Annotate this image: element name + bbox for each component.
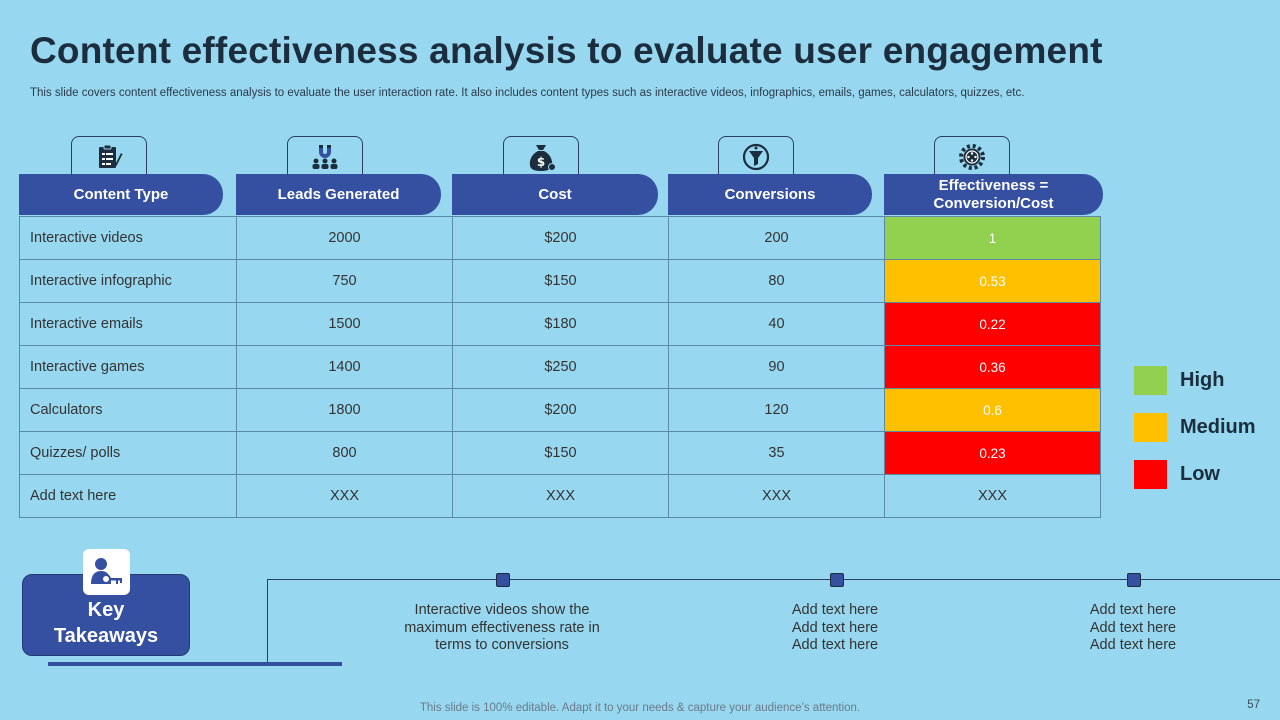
svg-text:$: $	[537, 155, 545, 169]
cell-cost: $200	[452, 388, 669, 432]
cell-leads: XXX	[236, 474, 453, 518]
timeline-line	[267, 579, 1280, 580]
timeline-node-3	[1127, 573, 1141, 587]
slide-subtitle: This slide covers content effectiveness …	[30, 87, 1025, 99]
cell-content-type: Interactive videos	[19, 216, 237, 260]
timeline-vertical-line	[267, 579, 268, 662]
cell-effectiveness: 0.6	[884, 388, 1101, 432]
legend-medium: Medium	[1134, 413, 1256, 442]
magnet-people-icon	[287, 136, 363, 177]
key-takeaways-title-2: Takeaways	[53, 625, 159, 647]
takeaway-1: Interactive videos show the maximum effe…	[392, 602, 612, 655]
cell-content-type: Quizzes/ polls	[19, 431, 237, 475]
cell-leads: 800	[236, 431, 453, 475]
legend-label-medium: Medium	[1180, 416, 1256, 438]
cell-content-type: Interactive emails	[19, 302, 237, 346]
cell-leads: 1800	[236, 388, 453, 432]
cell-conversions: XXX	[668, 474, 885, 518]
key-takeaways-title-1: Key	[87, 599, 125, 621]
cell-leads: 2000	[236, 216, 453, 260]
legend-swatch-high	[1134, 366, 1167, 395]
cell-content-type: Calculators	[19, 388, 237, 432]
cell-effectiveness: 0.22	[884, 302, 1101, 346]
key-takeaways-box: Key Takeaways	[22, 574, 190, 656]
cell-conversions: 40	[668, 302, 885, 346]
cell-content-type: Add text here	[19, 474, 237, 518]
funnel-icon	[718, 136, 794, 177]
cell-content-type: Interactive games	[19, 345, 237, 389]
cell-cost: $200	[452, 216, 669, 260]
takeaway-1-line-1: Interactive videos show the	[414, 602, 590, 618]
timeline-node-2	[830, 573, 844, 587]
cell-leads: 750	[236, 259, 453, 303]
table-row: Interactive infographic 750 $150 80 0.53	[19, 259, 1101, 303]
cell-cost: $150	[452, 259, 669, 303]
table-row: Interactive emails 1500 $180 40 0.22	[19, 302, 1101, 346]
cell-cost: $250	[452, 345, 669, 389]
takeaway-3-line-3: Add text here	[1089, 637, 1177, 653]
cell-effectiveness: 0.53	[884, 259, 1101, 303]
gear-film-icon	[934, 136, 1010, 177]
takeaway-1-line-3: terms to conversions	[435, 637, 569, 653]
takeaway-2: Add text here Add text here Add text her…	[725, 602, 945, 655]
legend-low: Low	[1134, 460, 1220, 489]
table-row: Interactive videos 2000 $200 200 1	[19, 216, 1101, 260]
cell-effectiveness: 1	[884, 216, 1101, 260]
table-row: Interactive games 1400 $250 90 0.36	[19, 345, 1101, 389]
cell-cost: XXX	[452, 474, 669, 518]
takeaway-2-line-1: Add text here	[791, 602, 879, 618]
cell-conversions: 35	[668, 431, 885, 475]
person-key-icon	[83, 549, 130, 595]
cell-cost: $150	[452, 431, 669, 475]
timeline-node-1	[496, 573, 510, 587]
header-leads-generated: Leads Generated	[236, 174, 441, 215]
legend-high: High	[1134, 366, 1224, 395]
cell-leads: 1400	[236, 345, 453, 389]
cell-cost: $180	[452, 302, 669, 346]
header-content-type: Content Type	[19, 174, 223, 215]
legend-swatch-medium	[1134, 413, 1167, 442]
cell-conversions: 90	[668, 345, 885, 389]
header-conversions: Conversions	[668, 174, 872, 215]
clipboard-icon	[71, 136, 147, 177]
takeaway-1-line-2: maximum effectiveness rate in	[404, 619, 600, 636]
takeaway-2-line-2: Add text here	[791, 619, 879, 636]
cell-conversions: 120	[668, 388, 885, 432]
header-effectiveness: Effectiveness = Conversion/Cost	[884, 174, 1103, 215]
effectiveness-table: Interactive videos 2000 $200 200 1 Interactiv…	[19, 216, 1101, 518]
takeaways-underline	[48, 662, 342, 666]
header-cost: Cost	[452, 174, 658, 215]
cell-conversions: 200	[668, 216, 885, 260]
takeaway-3-line-1: Add text here	[1089, 602, 1177, 618]
page-number: 57	[1247, 699, 1260, 711]
cell-effectiveness: 0.36	[884, 345, 1101, 389]
table-row: Add text here XXX XXX XXX XXX	[19, 474, 1101, 518]
footer-note: This slide is 100% editable. Adapt it to…	[419, 702, 861, 714]
table-row: Quizzes/ polls 800 $150 35 0.23	[19, 431, 1101, 475]
takeaway-2-line-3: Add text here	[791, 637, 879, 653]
money-bag-icon: $	[503, 136, 579, 177]
legend-label-low: Low	[1180, 463, 1220, 485]
cell-effectiveness: 0.23	[884, 431, 1101, 475]
slide-title: Content effectiveness analysis to evalua…	[30, 30, 1103, 71]
takeaway-3: Add text here Add text here Add text her…	[1023, 602, 1243, 655]
cell-effectiveness: XXX	[884, 474, 1101, 518]
cell-leads: 1500	[236, 302, 453, 346]
legend-swatch-low	[1134, 460, 1167, 489]
legend-label-high: High	[1180, 369, 1225, 391]
table-row: Calculators 1800 $200 120 0.6	[19, 388, 1101, 432]
takeaway-3-line-2: Add text here	[1089, 619, 1177, 636]
cell-content-type: Interactive infographic	[19, 259, 237, 303]
cell-conversions: 80	[668, 259, 885, 303]
